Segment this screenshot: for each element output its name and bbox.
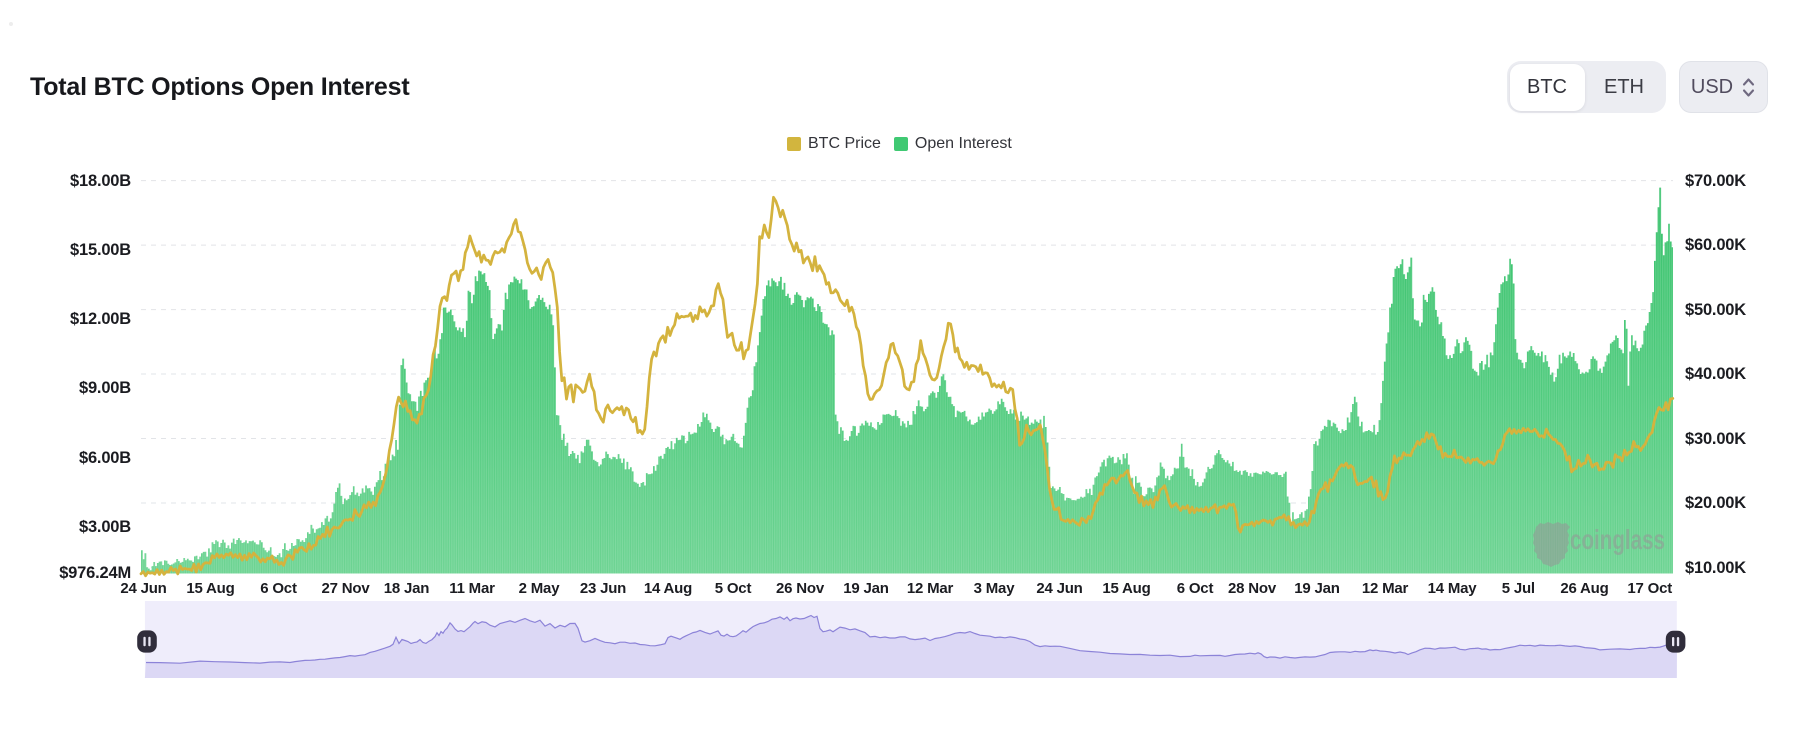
svg-text:coinglass: coinglass [1570,524,1665,555]
